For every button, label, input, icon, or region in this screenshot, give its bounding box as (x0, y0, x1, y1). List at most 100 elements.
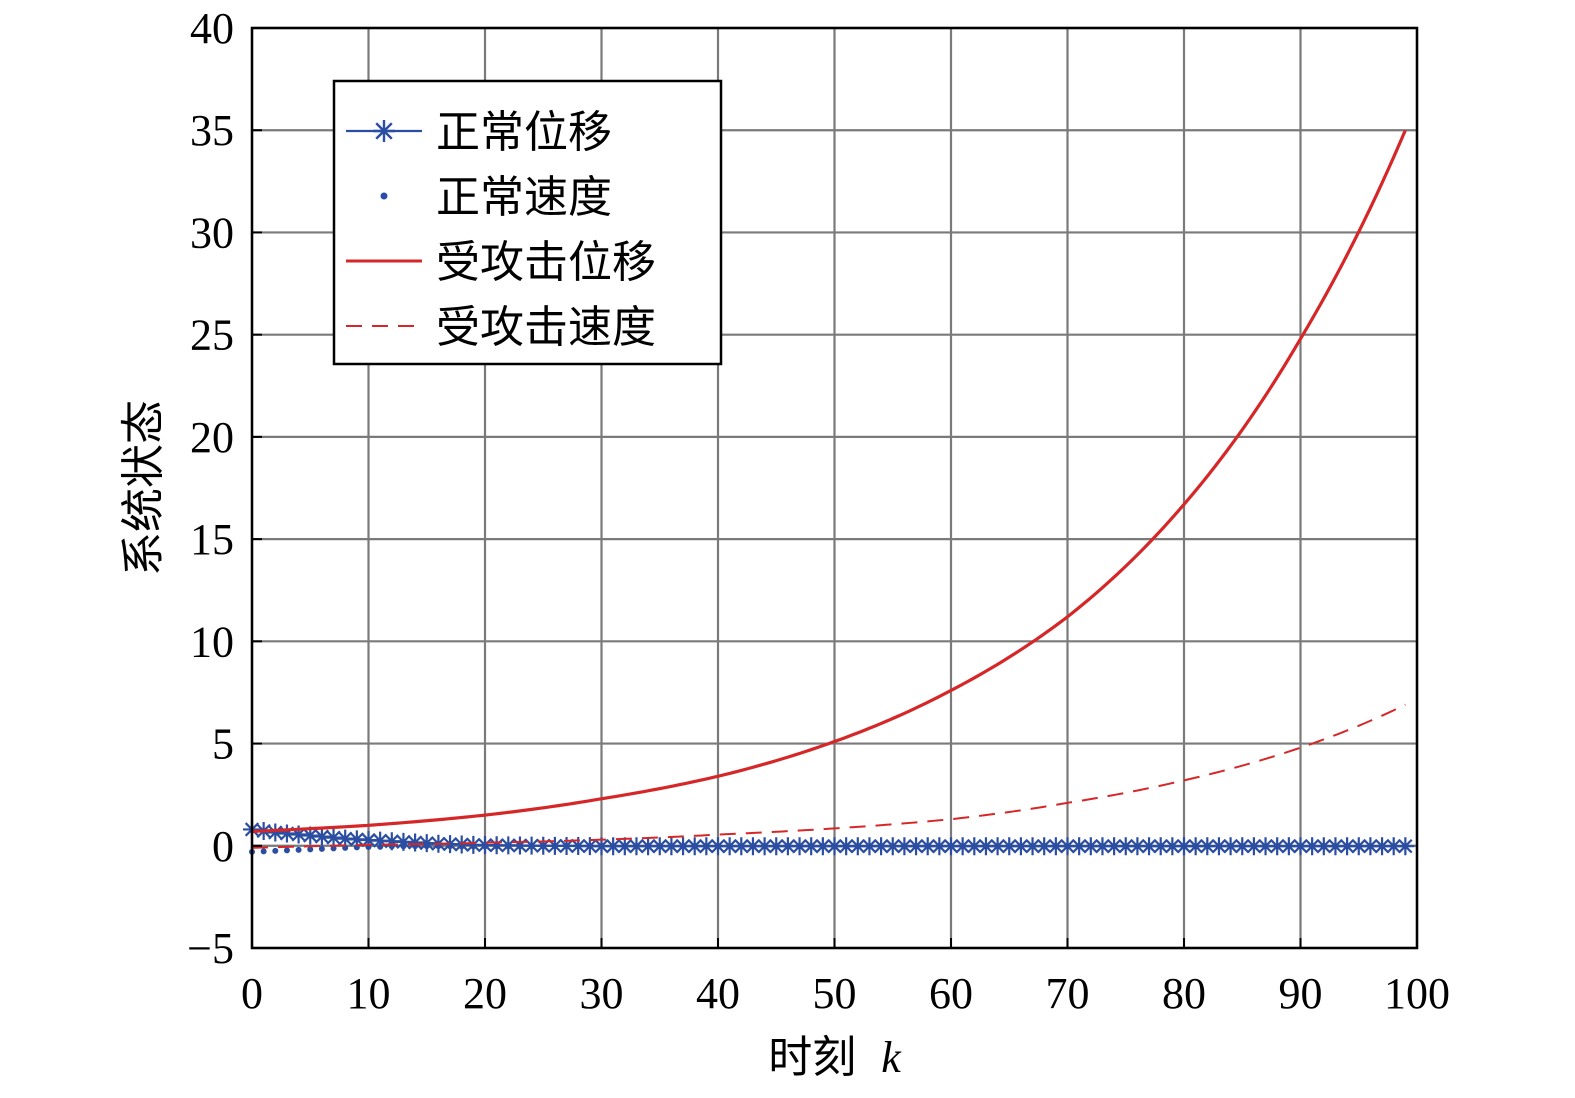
series-point (1006, 843, 1013, 850)
series-point (1390, 843, 1397, 850)
legend-swatch-marker (373, 120, 395, 142)
series-point (633, 843, 640, 850)
y-tick-label: 5 (212, 720, 234, 769)
series-point (773, 843, 780, 850)
series-point (703, 843, 710, 850)
y-tick-label: 20 (190, 413, 234, 462)
series-point (982, 843, 989, 850)
series-point (1285, 843, 1292, 850)
x-tick-label: 40 (696, 969, 740, 1018)
series-point (1181, 843, 1187, 850)
series-point (796, 843, 803, 850)
series-point (394, 832, 413, 851)
series-point (901, 843, 908, 850)
series-point (1017, 843, 1024, 850)
legend-label: 受攻击位移 (436, 238, 656, 287)
series-point (1192, 843, 1199, 850)
series-point (1076, 843, 1083, 850)
series-point (1309, 843, 1316, 850)
series-point (749, 843, 756, 850)
series-point (971, 843, 978, 850)
series-point (831, 843, 838, 850)
series-point (377, 843, 384, 850)
x-tick-label: 90 (1279, 969, 1323, 1018)
series-point (1297, 843, 1304, 850)
series-point (586, 843, 593, 850)
legend-item: 正常速度 (380, 173, 612, 222)
x-axis-title-text: 时刻 (768, 1033, 856, 1082)
series-point (307, 846, 314, 853)
series-point (330, 845, 337, 852)
series-point (1239, 843, 1246, 850)
series-point (1367, 843, 1374, 850)
series-point (1332, 843, 1339, 850)
series-point (283, 847, 290, 854)
legend-label: 受攻击速度 (436, 303, 656, 352)
series-point (761, 843, 768, 850)
series-point (575, 843, 582, 850)
series-point (1146, 843, 1153, 850)
series-point (295, 846, 302, 853)
series-point (551, 843, 558, 850)
legend-label: 正常速度 (436, 173, 612, 222)
series-point (505, 843, 512, 850)
series-point (1204, 843, 1211, 850)
series-point (1134, 843, 1141, 850)
series-point (621, 843, 628, 850)
legend-label: 正常位移 (436, 108, 612, 157)
series-point (1064, 843, 1071, 850)
series-point (423, 843, 430, 850)
series-point (843, 843, 850, 850)
x-tick-label: 70 (1046, 969, 1090, 1018)
series-point (1041, 843, 1048, 850)
x-tick-label: 100 (1384, 969, 1450, 1018)
y-tick-label: 40 (190, 4, 234, 53)
series-point (1262, 843, 1269, 850)
series-point (994, 843, 1001, 850)
series-point (924, 843, 931, 850)
series-point (277, 824, 296, 843)
series-point (1157, 843, 1164, 850)
series-point (447, 843, 454, 850)
series-point (854, 843, 861, 850)
y-tick-label: −5 (187, 924, 234, 973)
series-point (1029, 843, 1036, 850)
series-point (1402, 843, 1409, 850)
series-point (1344, 843, 1351, 850)
series-point (948, 843, 954, 850)
series-point (691, 843, 698, 850)
series-point (540, 843, 547, 850)
y-tick-label: 35 (190, 106, 234, 155)
series-point (516, 843, 523, 850)
series-4 (251, 703, 1406, 849)
series-point (563, 843, 570, 850)
series-point (889, 843, 896, 850)
series-point (458, 843, 465, 850)
series-point (1320, 843, 1327, 850)
x-tick-label: 0 (241, 969, 263, 1018)
series-point (959, 843, 966, 850)
series-point (406, 833, 425, 852)
series-point (359, 831, 378, 850)
series-point (656, 843, 663, 850)
series-point (266, 823, 285, 842)
legend-swatch-marker (380, 192, 388, 200)
series-point (1111, 843, 1118, 850)
legend-box (332, 79, 723, 366)
series-point (1099, 843, 1106, 850)
series-point (1052, 843, 1059, 850)
series-point (1169, 843, 1176, 850)
series-point (808, 843, 815, 850)
series-point (336, 829, 355, 848)
series-point (289, 825, 308, 844)
series-point (482, 843, 488, 850)
series-point (1227, 843, 1234, 850)
series-point (1087, 843, 1094, 850)
series-point (878, 843, 885, 850)
series-point (680, 843, 687, 850)
series-point (324, 828, 343, 847)
series-point (1122, 843, 1129, 850)
series-point (318, 845, 325, 852)
